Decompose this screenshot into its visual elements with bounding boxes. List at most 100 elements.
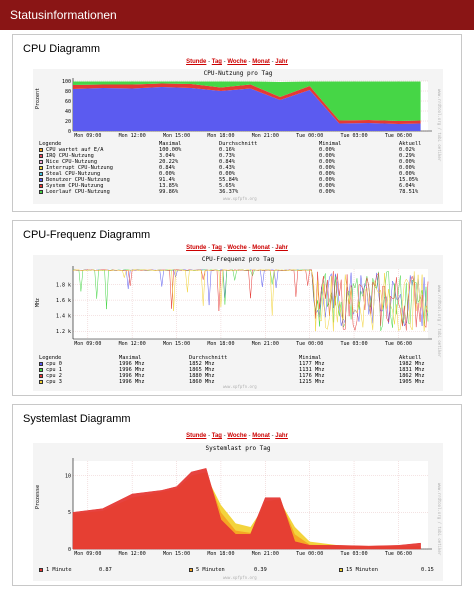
cpu-x-tick: Mon 12:00 [119,133,146,139]
freq-legend-swatch [39,374,43,378]
freq-legend-name: cpu 0 [46,361,62,367]
link-month[interactable]: Monat [252,245,270,251]
cpu-legend-min: 0.00% [319,147,335,153]
cpu-legend-max: 0.00% [159,171,175,177]
cpu-legend-col: Maximal [159,141,182,147]
freq-legend-cur: 1905 Mhz [399,379,425,385]
load-x-tick: Tue 03:00 [340,551,367,557]
freq-panel: CPU-Frequenz Diagramm Stunde - Tag - Woc… [12,220,462,396]
link-year[interactable]: Jahr [275,59,288,65]
freq-legend-min: 1215 Mhz [299,379,325,385]
link-month[interactable]: Monat [252,59,270,65]
link-week[interactable]: Woche [227,245,247,251]
link-year[interactable]: Jahr [275,245,288,251]
load-footer: www.xpfpfn.org [223,575,257,580]
freq-legend-col: Maximal [119,355,142,361]
freq-legend-col: Minimal [299,355,322,361]
freq-x-tick: Mon 09:00 [74,341,101,347]
cpu-legend-avg: 36.37% [219,189,239,195]
freq-legend-min: 1176 Mhz [299,373,325,379]
cpu-range-links: Stunde - Tag - Woche - Monat - Jahr [186,59,288,65]
cpu-x-tick: Mon 18:00 [207,133,234,139]
cpu-y-tick: 60 [65,99,71,105]
freq-legend-header: Legende Maximal Durchschnitt Minimal Aktuell [39,355,439,361]
load-legend: 1 Minute 0.87 5 Minuten 0.39 15 Minuten 0.15 [39,567,439,573]
cpu-legend-min: 0.00% [319,165,335,171]
cpu-legend-min: 0.00% [319,189,335,195]
load-legend-name: 5 Minuten [196,567,225,573]
cpu-legend-max: 20.22% [159,159,179,165]
cpu-legend-min: 0.00% [319,177,335,183]
cpu-x-tick: Tue 06:00 [385,133,412,139]
link-hour[interactable]: Stunde [186,433,207,439]
link-year[interactable]: Jahr [275,433,288,439]
freq-legend-name: cpu 1 [46,367,62,373]
freq-legend-row: cpu 0 1996 Mhz 1852 Mhz 1177 Mhz 1982 Mhz [39,361,439,367]
freq-legend-avg: 1865 Mhz [189,367,215,373]
cpu-legend-avg: 5.65% [219,183,235,189]
freq-x-tick: Mon 15:00 [163,341,190,347]
load-x-tick: Mon 15:00 [163,551,190,557]
link-hour[interactable]: Stunde [186,245,207,251]
link-week[interactable]: Woche [227,59,247,65]
cpu-y-tick: 20 [65,119,71,125]
load-x-tick: Mon 09:00 [74,551,101,557]
cpu-legend-avg: 0.43% [219,165,235,171]
header-bar: Statusinformationen [0,0,474,30]
cpu-legend-name: IRQ CPU-Nutzung [46,153,94,159]
cpu-x-tick: Tue 03:00 [340,133,367,139]
cpu-legend-name: System CPU-Nutzung [46,183,104,189]
load-legend-value: 0.15 [421,567,434,573]
link-hour[interactable]: Stunde [186,59,207,65]
link-day[interactable]: Tag [211,433,222,439]
load-legend-swatch [339,568,343,572]
cpu-legend-row: CPU wartet auf E/A 100.00% 0.16% 0.00% 0.02% [39,147,439,153]
cpu-y-tick: 100 [62,79,71,85]
cpu-panel: CPU Diagramm Stunde - Tag - Woche - Mona… [12,34,462,212]
freq-range-links: Stunde - Tag - Woche - Monat - Jahr [186,245,288,251]
load-plot: 0 5 10 Mon 09:00 Mon 12:00 Mon 15:00 Mon 18:00… [65,458,432,557]
load-x-tick: Tue 00:00 [296,551,323,557]
cpu-legend-swatch [39,178,43,182]
cpu-legend-cur: 0.29% [399,153,415,159]
cpu-legend-max: 99.86% [159,189,179,195]
link-day[interactable]: Tag [211,245,222,251]
freq-y-tick: 1.8 k [56,282,71,288]
cpu-chart: CPU-Nutzung pro Tag Prozent 0 20 40 60 80 100… [33,69,443,204]
freq-x-tick: Mon 21:00 [252,341,279,347]
freq-line-2 [72,269,429,332]
cpu-legend-row: IRQ CPU-Nutzung 3.04% 0.73% 0.00% 0.29% [39,153,439,159]
link-month[interactable]: Monat [252,433,270,439]
freq-legend-avg: 1852 Mhz [189,361,215,367]
cpu-legend-row: Leerlauf CPU-Nutzung 99.86% 36.37% 0.00% 78.… [39,189,439,195]
cpu-legend-max: 13.85% [159,183,179,189]
freq-legend-col: Durchschnitt [189,355,228,361]
freq-legend-name: cpu 2 [46,373,62,379]
cpu-legend-avg: 0.00% [219,171,235,177]
freq-legend-swatch [39,362,43,366]
cpu-area-1 [73,83,421,124]
freq-legend-min: 1131 Mhz [299,367,325,373]
freq-legend-avg: 1860 Mhz [189,379,215,385]
cpu-legend-avg: 0.84% [219,159,235,165]
freq-legend-cur: 1831 Mhz [399,367,425,373]
freq-x-tick: Mon 18:00 [207,341,234,347]
freq-legend-min: 1177 Mhz [299,361,325,367]
load-panel: Systemlast Diagramm Stunde - Tag - Woche… [12,404,462,586]
cpu-footer: www.xpfpfn.org [223,196,257,201]
cpu-legend-cur: 0.00% [399,165,415,171]
cpu-area-0 [73,87,421,131]
link-week[interactable]: Woche [227,433,247,439]
load-area-0 [72,468,421,550]
link-day[interactable]: Tag [211,59,222,65]
freq-legend-max: 1996 Mhz [119,361,145,367]
cpu-legend-max: 91.4% [159,177,175,183]
freq-legend-max: 1996 Mhz [119,379,145,385]
cpu-legend-cur: 78.51% [399,189,419,195]
cpu-legend-cur: 0.02% [399,147,415,153]
cpu-legend-header: Legende Maximal Durchschnitt Minimal Aktuell [39,141,439,147]
cpu-y-tick: 0 [68,129,71,135]
freq-legend-row: cpu 3 1996 Mhz 1860 Mhz 1215 Mhz 1905 Mhz [39,379,439,385]
cpu-legend-swatch [39,160,43,164]
cpu-legend-cur: 0.00% [399,171,415,177]
